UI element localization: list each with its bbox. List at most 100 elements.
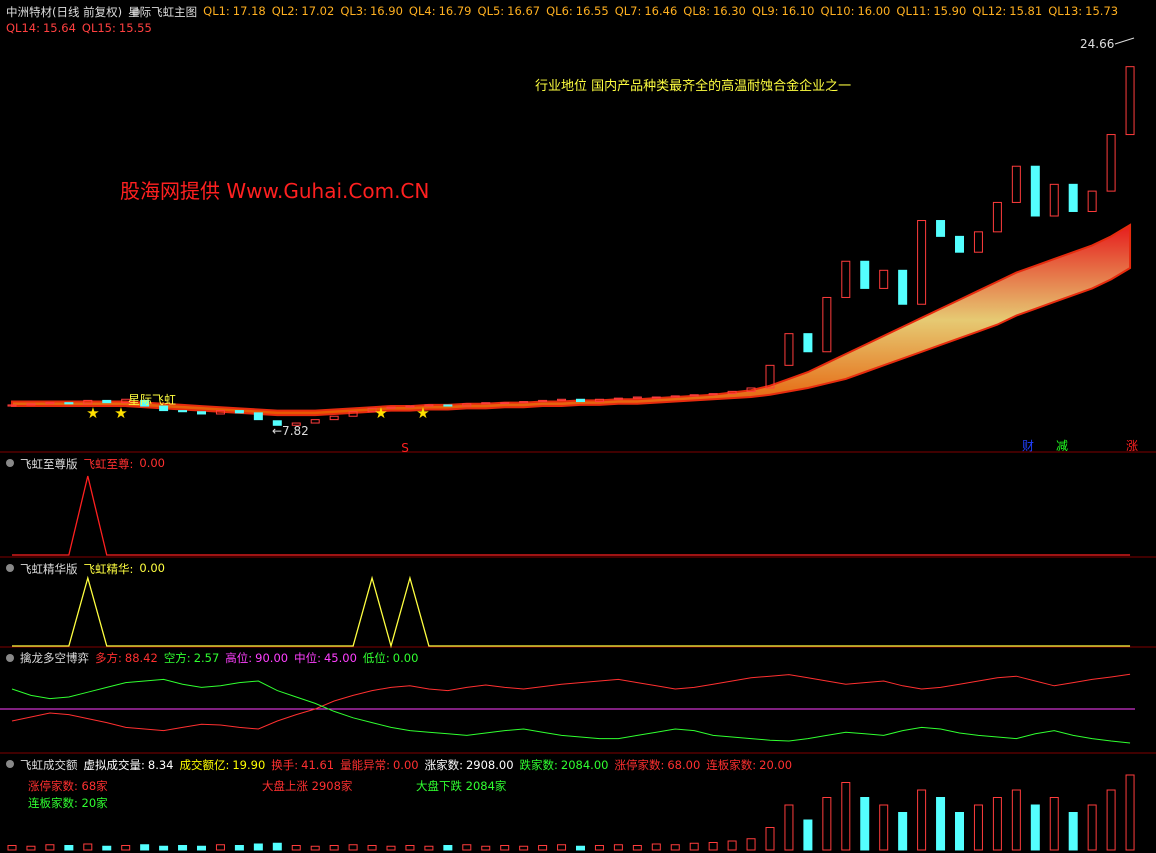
ql-name: QL13: bbox=[1048, 4, 1083, 18]
ql-value: 16.67 bbox=[507, 4, 541, 18]
volume-bar bbox=[860, 797, 870, 851]
label: 飞虹精华: bbox=[83, 562, 134, 576]
ql-item: QL3: 16.90 bbox=[340, 4, 403, 20]
candle bbox=[557, 398, 567, 401]
ql-item: QL2: 17.02 bbox=[272, 4, 335, 20]
ql-value: 16.55 bbox=[575, 4, 609, 18]
volume-bar bbox=[291, 845, 301, 851]
ql-name: QL15: bbox=[81, 21, 116, 35]
panel-title[interactable]: 飞虹精华版 bbox=[20, 562, 78, 576]
volume-bar bbox=[159, 845, 169, 851]
volume-bar bbox=[557, 844, 567, 851]
volume-bar bbox=[632, 845, 642, 851]
candle bbox=[1030, 165, 1040, 217]
readout: 空方: 2.57 bbox=[164, 650, 219, 666]
star-label: 星际飞虹 bbox=[128, 393, 176, 407]
volume-bar bbox=[746, 838, 756, 851]
ql-name: QL5: bbox=[477, 4, 505, 18]
candle bbox=[1087, 190, 1097, 212]
candle bbox=[102, 399, 112, 404]
indicator-name[interactable]: 星际飞虹主图 bbox=[128, 5, 198, 19]
label: 量能异常: bbox=[340, 758, 390, 772]
readout: 换手: 41.61 bbox=[271, 757, 334, 773]
ql-name: QL9: bbox=[751, 4, 779, 18]
volume-bar bbox=[1125, 774, 1135, 851]
candle bbox=[860, 260, 870, 289]
star: ★ bbox=[86, 404, 99, 422]
readout: 中位: 45.00 bbox=[294, 650, 357, 666]
label: 中位: bbox=[294, 651, 321, 665]
candle bbox=[973, 231, 983, 253]
volume-bar bbox=[329, 845, 339, 851]
stock-name[interactable]: 中洲特材(日线 前复权) bbox=[6, 5, 123, 19]
label: 虚拟成交量: bbox=[83, 758, 145, 772]
volume-bar bbox=[140, 844, 150, 851]
ql-item: QL1: 17.18 bbox=[203, 4, 266, 20]
candle bbox=[784, 333, 794, 366]
volume-bar bbox=[1106, 789, 1116, 851]
volume-bar bbox=[727, 840, 737, 851]
volume-bar bbox=[234, 845, 244, 851]
volume-bar bbox=[83, 843, 93, 851]
volume-bar bbox=[272, 842, 282, 851]
ql-item: QL12: 15.81 bbox=[972, 4, 1042, 20]
volume-bar bbox=[784, 804, 794, 851]
candle bbox=[1011, 165, 1021, 203]
candle bbox=[64, 402, 74, 405]
ql-value: 17.02 bbox=[301, 4, 335, 18]
volume-bar bbox=[651, 843, 661, 851]
ql-name: QL14: bbox=[6, 21, 40, 35]
volume-bar bbox=[670, 844, 680, 851]
candle bbox=[992, 201, 1002, 233]
ql-value: 15.73 bbox=[1085, 4, 1119, 18]
volume-bar bbox=[253, 843, 263, 851]
ql-value: 16.46 bbox=[644, 4, 678, 18]
ql-item: QL5: 16.67 bbox=[478, 4, 541, 20]
candle bbox=[310, 419, 320, 424]
volume-bar bbox=[386, 845, 396, 851]
volume-bar bbox=[992, 797, 1002, 851]
panel-title[interactable]: 擒龙多空博弈 bbox=[20, 651, 89, 665]
candle bbox=[481, 402, 491, 405]
indicator-line bbox=[12, 575, 1131, 649]
volume-bar bbox=[121, 845, 131, 851]
label: 低位: bbox=[362, 651, 390, 665]
readout: 连板家数: 20.00 bbox=[706, 757, 792, 773]
volume-bar bbox=[519, 845, 529, 851]
volume-bar bbox=[841, 782, 851, 851]
ribbon bbox=[11, 223, 1132, 417]
ql-item: QL15: 15.55 bbox=[82, 21, 152, 35]
panel-title[interactable]: 飞虹成交额 bbox=[20, 758, 78, 772]
candle bbox=[462, 403, 472, 407]
volume-bar bbox=[215, 844, 225, 851]
readout: 高位: 90.00 bbox=[225, 650, 288, 666]
volume-bar bbox=[1087, 804, 1097, 851]
candle bbox=[670, 395, 680, 398]
label: 成交额亿: bbox=[179, 758, 230, 772]
panel-toggle bbox=[6, 654, 14, 662]
ql-name: QL2: bbox=[271, 4, 299, 18]
candle bbox=[898, 269, 908, 305]
panel-toggle bbox=[6, 459, 14, 467]
candle bbox=[1068, 183, 1078, 212]
volume-bar bbox=[7, 845, 17, 851]
volume-bar bbox=[462, 844, 472, 851]
panel-title[interactable]: 飞虹至尊版 bbox=[20, 457, 78, 471]
volume-note: 大盘上涨 2908家 bbox=[262, 779, 353, 793]
star: ★ bbox=[416, 404, 429, 422]
label: 换手: bbox=[271, 758, 299, 772]
volume-bar bbox=[708, 842, 718, 851]
candle bbox=[651, 396, 661, 399]
candle bbox=[500, 402, 510, 405]
volume-bar bbox=[178, 845, 188, 851]
label: 涨停家数: bbox=[614, 758, 665, 772]
candle bbox=[159, 405, 169, 412]
volume-bar bbox=[45, 844, 55, 851]
star: ★ bbox=[374, 404, 387, 422]
panel-header: 飞虹至尊版 飞虹至尊: 0.00 bbox=[20, 456, 165, 472]
readout: 跌家数: 2084.00 bbox=[520, 757, 609, 773]
ql-name: QL8: bbox=[683, 4, 710, 18]
value: 19.90 bbox=[232, 758, 266, 772]
